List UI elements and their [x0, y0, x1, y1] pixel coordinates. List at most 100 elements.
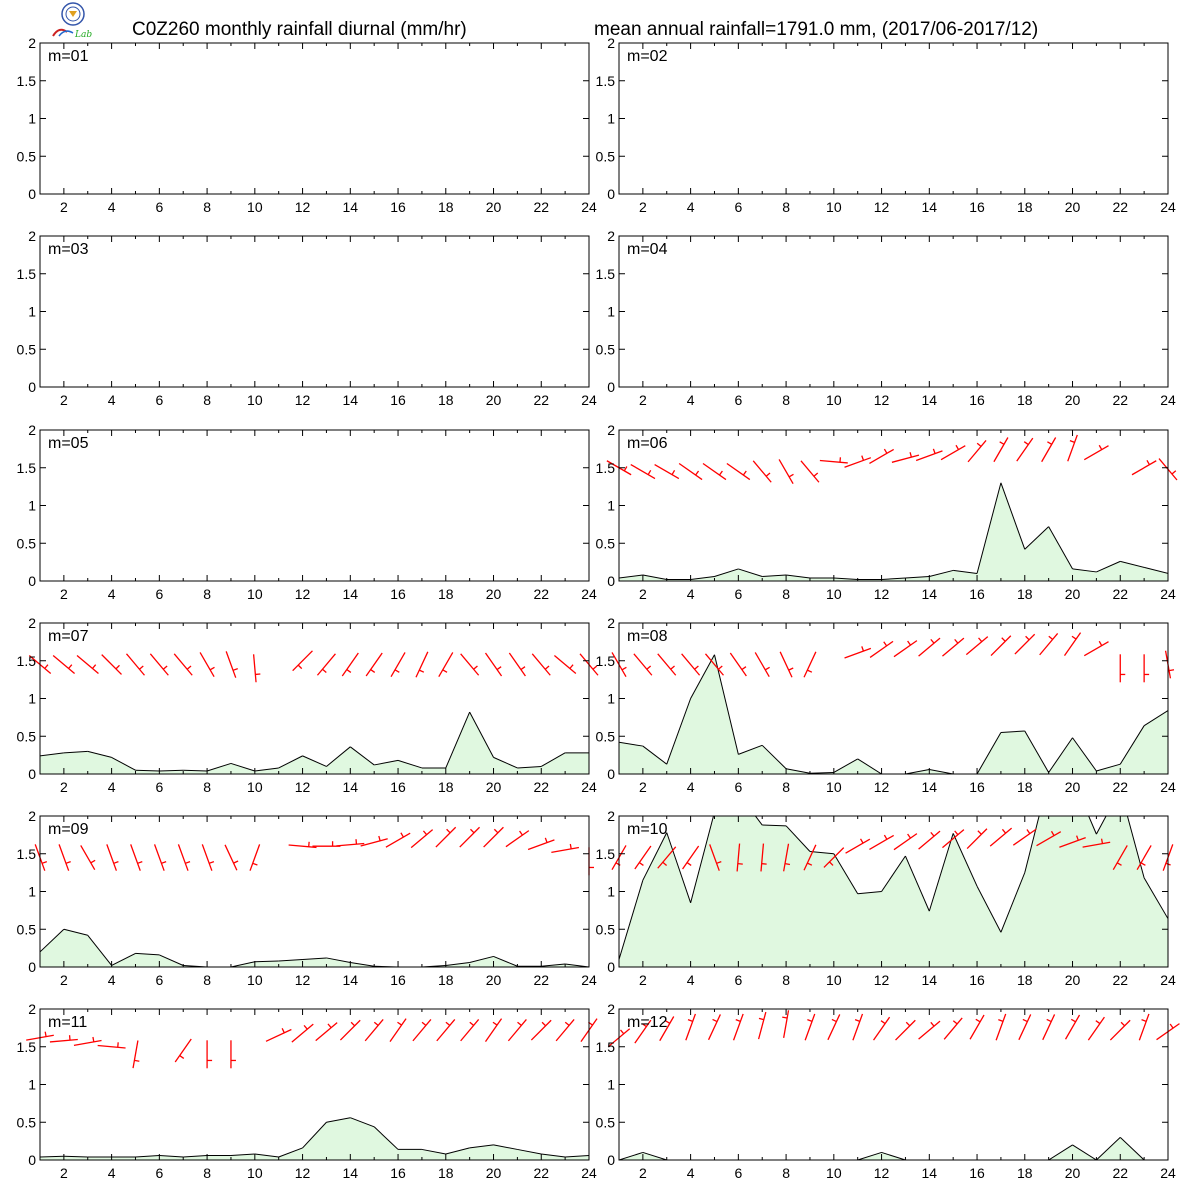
rainfall-line-segment [976, 885, 1002, 933]
wind-barb [1014, 633, 1036, 655]
x-tick-label: 22 [1112, 586, 1128, 602]
wind-barb [80, 845, 96, 870]
rainfall-line-segment [541, 963, 566, 967]
y-tick-label: 1.5 [596, 653, 616, 669]
wind-barb [654, 463, 680, 480]
rainfall-line-segment [666, 832, 692, 903]
wind-barb-flag [999, 441, 1005, 445]
wind-barb [1131, 460, 1157, 476]
rainfall-line-segment [1000, 872, 1026, 933]
rainfall-line-segment [565, 963, 589, 967]
x-tick-label: 6 [155, 199, 163, 215]
wind-barb-flag [400, 832, 404, 838]
wind-barb [364, 1018, 384, 1042]
wind-barb-flag [1140, 862, 1146, 866]
rainfall-line-segment [469, 711, 494, 758]
wind-barb-shaft [918, 1020, 941, 1040]
wind-barb-shaft [130, 844, 141, 871]
wind-barb-shaft [1063, 632, 1082, 656]
panel-month-label: m=08 [627, 628, 668, 645]
x-tick-label: 18 [1017, 199, 1033, 215]
wind-barb-flag [829, 861, 834, 866]
y-tick-label: 0.5 [17, 728, 37, 744]
x-tick-label: 8 [203, 392, 211, 408]
wind-barb-flag [998, 1019, 1004, 1022]
x-tick-label: 8 [782, 972, 790, 988]
wind-barb-flag [646, 665, 652, 670]
y-tick-label: 0.5 [596, 921, 616, 937]
rainfall-line-segment [1072, 737, 1097, 772]
wind-barb [507, 1018, 527, 1042]
rainfall-line-segment [40, 928, 65, 953]
y-tick-label: 2 [28, 228, 36, 244]
wind-barb-flag [977, 830, 982, 835]
x-tick-label: 22 [533, 392, 549, 408]
wind-barb [869, 448, 895, 464]
wind-barb [230, 1040, 236, 1069]
rainfall-line-segment [111, 756, 136, 771]
wind-barb-flag [647, 469, 652, 475]
wind-barb-shaft [80, 845, 96, 870]
wind-barb-flag [370, 669, 376, 673]
x-tick-label: 6 [155, 972, 163, 988]
x-tick-label: 8 [203, 199, 211, 215]
rainfall-line-segment [373, 1126, 399, 1150]
wind-barb [153, 844, 167, 871]
rainfall-line-segment [833, 853, 859, 895]
x-tick-label: 24 [581, 392, 597, 408]
rainfall-line-segment [976, 732, 1002, 774]
wind-barb [845, 838, 871, 854]
y-tick-label: 1.5 [596, 1039, 616, 1055]
x-tick-label: 14 [922, 586, 938, 602]
wind-barb-flag [419, 669, 425, 673]
wind-barb [918, 830, 941, 850]
rainfall-line-segment [785, 825, 811, 852]
x-tick-label: 2 [639, 586, 647, 602]
wind-barb [551, 843, 580, 854]
wind-barb [76, 655, 99, 675]
rainfall-line-segment [1072, 568, 1097, 573]
rainfall-line-segment [857, 758, 882, 774]
wind-barb-shaft [360, 838, 388, 847]
wind-barb [1012, 828, 1037, 846]
x-tick-label: 24 [581, 586, 597, 602]
wind-barb-shaft [505, 830, 530, 848]
y-tick-label: 1.5 [17, 266, 37, 282]
x-tick-label: 4 [687, 779, 695, 795]
rainfall-line-segment [63, 750, 88, 754]
panel-m-11: 00.511.522 4 6 8 10 12 14 16 18 20 22 24m=11 [17, 1001, 598, 1181]
rainfall-line-segment [1048, 526, 1073, 570]
x-tick-label: 16 [390, 392, 406, 408]
wind-barb [702, 462, 727, 481]
wind-barb-shaft [969, 1014, 985, 1040]
x-tick-label: 8 [782, 392, 790, 408]
rainfall-line-segment [40, 1155, 64, 1158]
x-tick-label: 6 [155, 392, 163, 408]
x-tick-label: 2 [60, 586, 68, 602]
wind-barb [681, 653, 701, 676]
wind-barb [657, 846, 677, 869]
wind-barb [553, 655, 577, 675]
x-tick-label: 24 [581, 972, 597, 988]
rainfall-line-segment [953, 569, 978, 574]
wind-barb [292, 650, 313, 672]
wind-barb-shaft [1014, 633, 1036, 655]
rainfall-line-segment [135, 769, 160, 772]
wind-barb-flag [544, 665, 550, 670]
wind-barb-shaft [657, 653, 677, 676]
wind-barb-shaft [551, 846, 580, 854]
wind-barb-shaft [918, 830, 941, 850]
wind-barb [505, 830, 530, 848]
wind-barb [995, 1013, 1007, 1041]
x-tick-label: 4 [108, 972, 116, 988]
x-tick-label: 12 [874, 586, 890, 602]
y-tick-label: 1.5 [596, 73, 616, 89]
wind-barb-shaft [633, 653, 653, 676]
wind-barb-shaft [995, 1013, 1007, 1041]
wind-barb-flag [742, 470, 747, 476]
rainfall-line-segment [469, 1144, 494, 1149]
rainfall-line-segment [714, 568, 739, 577]
wind-barb [438, 652, 454, 677]
panel-plot-area [40, 711, 589, 774]
panel-month-label: m=09 [48, 821, 89, 838]
